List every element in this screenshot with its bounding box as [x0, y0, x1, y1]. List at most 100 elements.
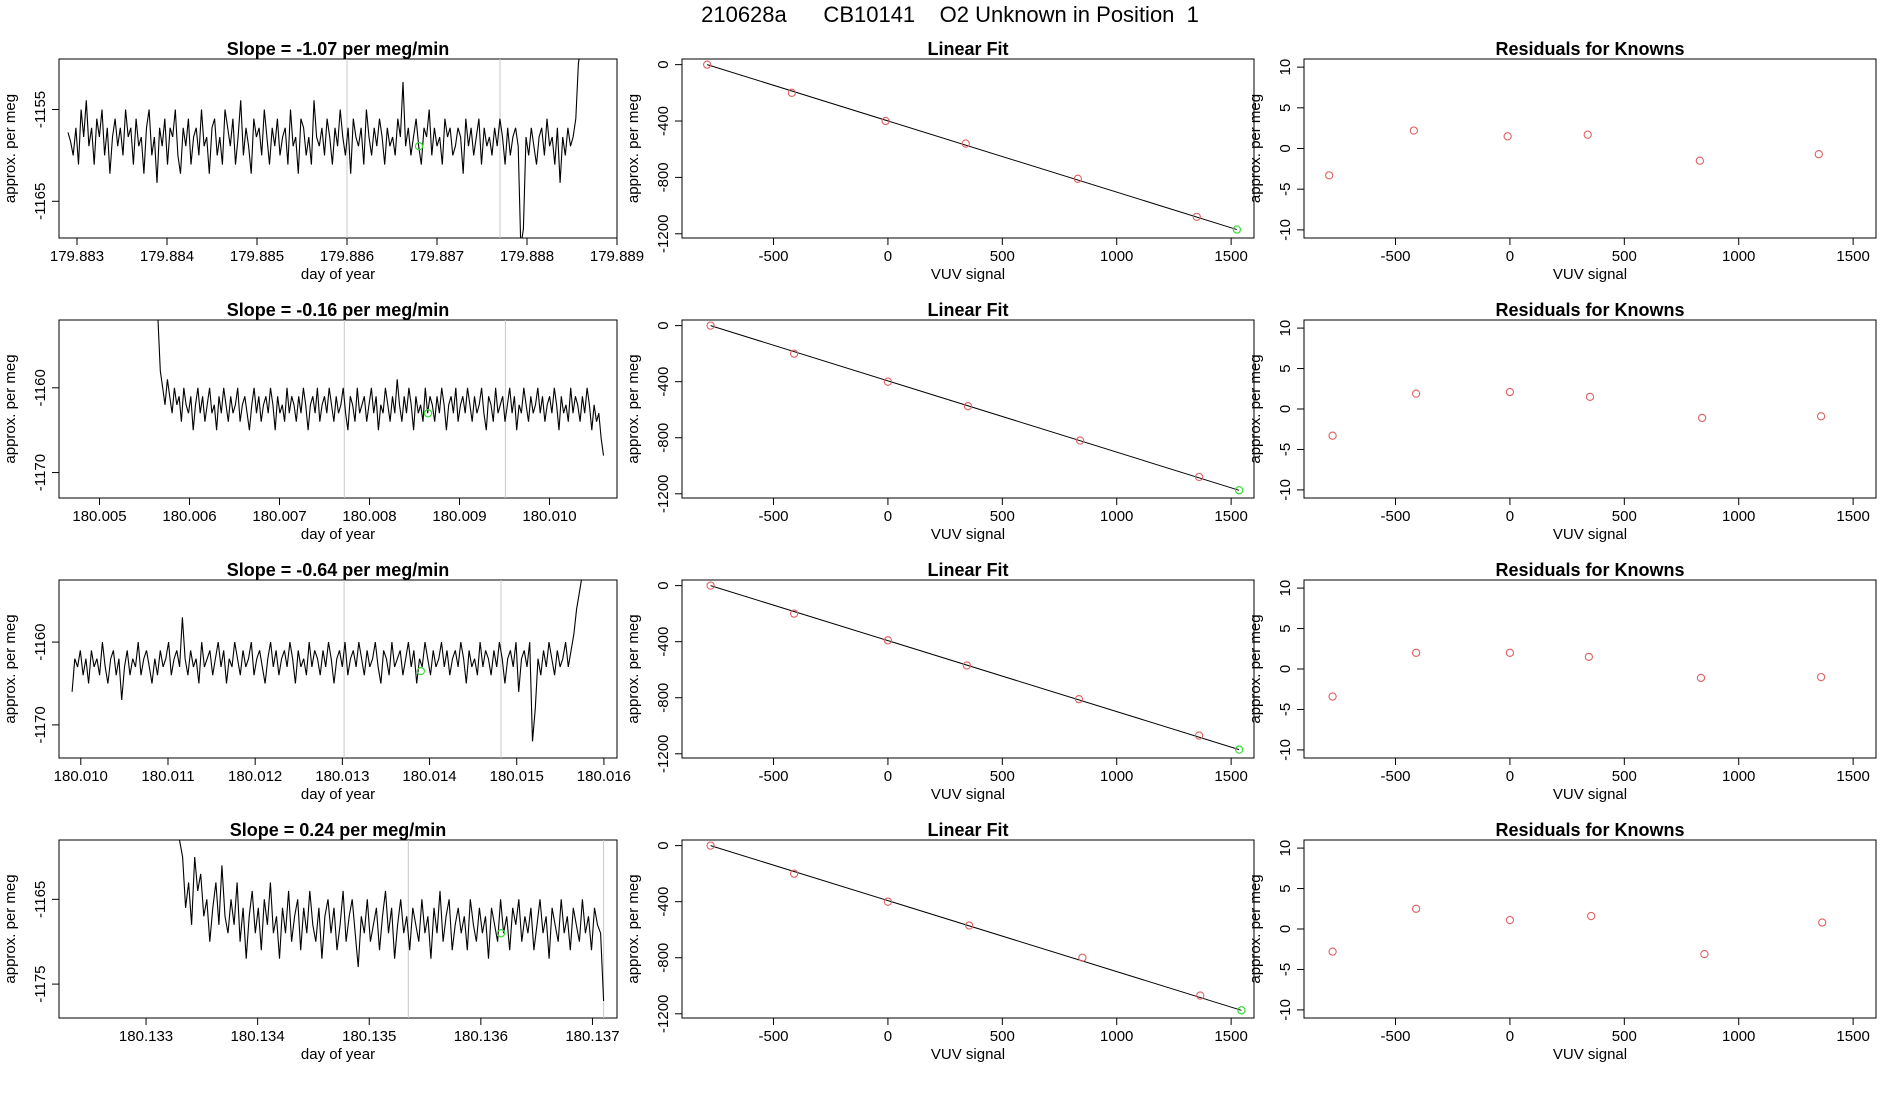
x-tick-label: 1000 — [1722, 508, 1755, 525]
residual-point — [1411, 389, 1421, 398]
x-tick-label: 180.014 — [402, 768, 456, 785]
x-tick-label: 180.008 — [342, 508, 396, 525]
x-axis-label: VUV signal — [1553, 526, 1627, 543]
plot-area — [706, 581, 1244, 754]
y-axis-label: approx. per meg — [2, 94, 19, 203]
x-axis-label: VUV signal — [931, 266, 1005, 283]
known-point — [706, 841, 715, 850]
signal-trace — [157, 320, 605, 456]
known-point — [961, 139, 970, 148]
residual-point — [1816, 672, 1826, 682]
signal-trace — [67, 59, 580, 238]
x-axis-label: day of year — [301, 266, 375, 283]
y-tick-label: -1200 — [655, 735, 672, 773]
x-tick-label: 180.137 — [565, 1028, 619, 1045]
known-point — [883, 377, 893, 386]
y-tick-label: -400 — [655, 106, 672, 136]
x-tick-label: -500 — [1381, 1028, 1411, 1045]
plot-frame — [681, 58, 1255, 239]
y-axis-label: approx. per meg — [2, 354, 19, 463]
x-tick-label: 179.888 — [500, 248, 554, 265]
y-tick-label: -800 — [655, 162, 672, 192]
x-axis-label: VUV signal — [931, 526, 1005, 543]
residual-point — [1325, 171, 1334, 180]
x-tick-label: 179.886 — [320, 248, 374, 265]
signal-trace — [178, 840, 605, 1002]
known-point — [706, 321, 715, 330]
unknown-point — [1237, 1006, 1246, 1015]
plot-frame — [1303, 839, 1877, 1019]
x-tick-label: 179.883 — [50, 248, 104, 265]
chart-title: Linear Fit — [927, 560, 1008, 580]
x-tick-label: 180.005 — [72, 508, 126, 525]
residual-point — [1411, 904, 1421, 913]
y-tick-label: 0 — [1277, 405, 1294, 413]
residual-point — [1505, 915, 1515, 925]
plot-frame — [58, 58, 618, 239]
y-tick-label: -1175 — [32, 965, 49, 1002]
x-tick-label: 0 — [884, 768, 892, 785]
residual-point — [1503, 132, 1512, 141]
plot-frame — [681, 319, 1255, 499]
residual-point — [1816, 412, 1826, 421]
known-point — [883, 636, 893, 645]
x-tick-label: 1000 — [1722, 768, 1755, 785]
x-tick-label: 1000 — [1722, 1028, 1755, 1045]
y-tick-label: -5 — [1277, 183, 1294, 196]
residual-point — [1585, 392, 1595, 402]
y-tick-label: 10 — [1277, 59, 1294, 76]
x-tick-label: 500 — [990, 508, 1015, 525]
fit-line — [707, 64, 1237, 231]
known-point — [1194, 472, 1204, 482]
known-point — [964, 921, 974, 930]
x-tick-label: 1000 — [1100, 768, 1133, 785]
x-tick-label: 500 — [990, 1028, 1015, 1045]
panel-r4-c1: Slope = 0.24 per meg/min 180.133 180.134 18… — [2, 820, 620, 1063]
y-tick-label: -1160 — [32, 369, 49, 406]
x-axis-label: day of year — [301, 1046, 375, 1063]
residual-point — [1697, 413, 1707, 423]
y-tick-label: 10 — [1277, 840, 1294, 857]
chart-title: Linear Fit — [927, 39, 1008, 59]
panel-r1-c1: Slope = -1.07 per meg/min 179.883 179.884 1… — [2, 39, 644, 283]
panel-r3-c3: Residuals for Knowns -500 0 500 1000 1500 VUV … — [1247, 560, 1877, 803]
y-tick-label: -10 — [1277, 479, 1294, 501]
x-tick-label: 500 — [1612, 1028, 1637, 1045]
residual-point — [1411, 648, 1421, 657]
x-tick-label: 1000 — [1100, 1028, 1133, 1045]
y-tick-label: -10 — [1277, 219, 1294, 241]
x-tick-label: 500 — [990, 248, 1015, 265]
y-axis-label: approx. per meg — [625, 874, 642, 983]
chart-title: Residuals for Knowns — [1495, 300, 1684, 320]
x-tick-label: 180.134 — [231, 1028, 285, 1045]
y-tick-label: 5 — [1277, 364, 1294, 372]
plot-area — [706, 321, 1244, 495]
x-tick-label: -500 — [759, 768, 789, 785]
residual-point — [1505, 387, 1515, 397]
y-tick-label: -800 — [655, 423, 672, 453]
x-tick-label: -500 — [759, 1028, 789, 1045]
x-tick-label: 180.010 — [54, 768, 108, 785]
y-tick-label: -1200 — [655, 995, 672, 1033]
chart-title: Linear Fit — [927, 300, 1008, 320]
y-tick-label: -5 — [1277, 443, 1294, 456]
x-tick-label: 1500 — [1214, 768, 1247, 785]
y-axis-label: approx. per meg — [625, 354, 642, 463]
known-point — [1078, 953, 1087, 962]
signal-trace — [71, 580, 582, 742]
x-tick-label: 500 — [990, 768, 1015, 785]
x-axis-label: VUV signal — [931, 1046, 1005, 1063]
x-tick-label: 0 — [1506, 768, 1514, 785]
x-tick-label: 1500 — [1214, 508, 1247, 525]
x-tick-label: 1500 — [1836, 508, 1869, 525]
panel-r4-c3: Residuals for Knowns -500 0 500 1000 1500 VUV … — [1247, 820, 1877, 1063]
y-tick-label: -5 — [1277, 703, 1294, 716]
x-tick-label: 500 — [1612, 508, 1637, 525]
residual-point — [1583, 130, 1592, 139]
y-tick-label: -800 — [655, 683, 672, 713]
chart-title: Residuals for Knowns — [1495, 820, 1684, 840]
known-point — [789, 869, 799, 878]
known-point — [706, 581, 715, 590]
x-tick-label: 500 — [1612, 248, 1637, 265]
y-tick-label: -1160 — [32, 623, 49, 660]
